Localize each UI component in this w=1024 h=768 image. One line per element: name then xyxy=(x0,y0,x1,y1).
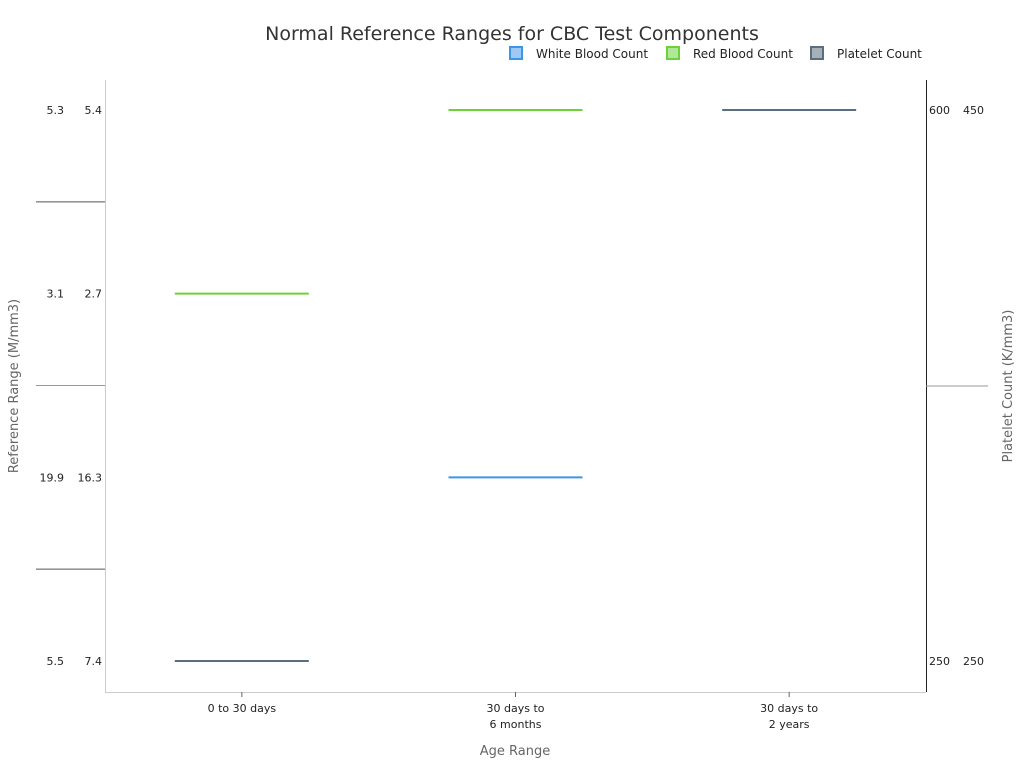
y-tick-label: 19.9 xyxy=(40,471,65,484)
legend: White Blood Count Red Blood Count Platelet… xyxy=(509,46,922,61)
x-tick-label: 2 years xyxy=(769,718,810,731)
y-tick-label: 3.1 xyxy=(47,288,65,301)
legend-label: Platelet Count xyxy=(837,47,922,61)
legend-swatch xyxy=(810,46,824,60)
y2-axis-label: Platelet Count (K/mm3) xyxy=(1001,310,1016,463)
y2-tick-label: 600 xyxy=(929,104,950,117)
y2-tick-label: 250 xyxy=(929,655,950,668)
x-tick-label: 0 to 30 days xyxy=(208,702,277,715)
y-tick-label: 7.4 xyxy=(85,655,103,668)
x-tick-label: 6 months xyxy=(490,718,542,731)
x-tick-label: 30 days to xyxy=(487,702,545,715)
legend-swatch xyxy=(666,46,680,60)
x-axis-label: Age Range xyxy=(480,744,550,759)
x-tick-label: 30 days to xyxy=(760,702,818,715)
chart-title: Normal Reference Ranges for CBC Test Com… xyxy=(265,23,759,45)
y-tick-label: 2.7 xyxy=(85,288,103,301)
y2-tick-label: 250 xyxy=(963,655,984,668)
y-tick-label: 16.3 xyxy=(78,471,103,484)
y-axis-label: Reference Range (M/mm3) xyxy=(7,299,22,473)
legend-label: White Blood Count xyxy=(536,47,648,61)
y2-tick-label: 450 xyxy=(963,104,984,117)
legend-label: Red Blood Count xyxy=(693,47,793,61)
y-tick-label: 5.5 xyxy=(47,655,65,668)
legend-swatch xyxy=(509,46,523,60)
y-tick-label: 5.4 xyxy=(85,104,103,117)
y-tick-label: 5.3 xyxy=(47,104,65,117)
